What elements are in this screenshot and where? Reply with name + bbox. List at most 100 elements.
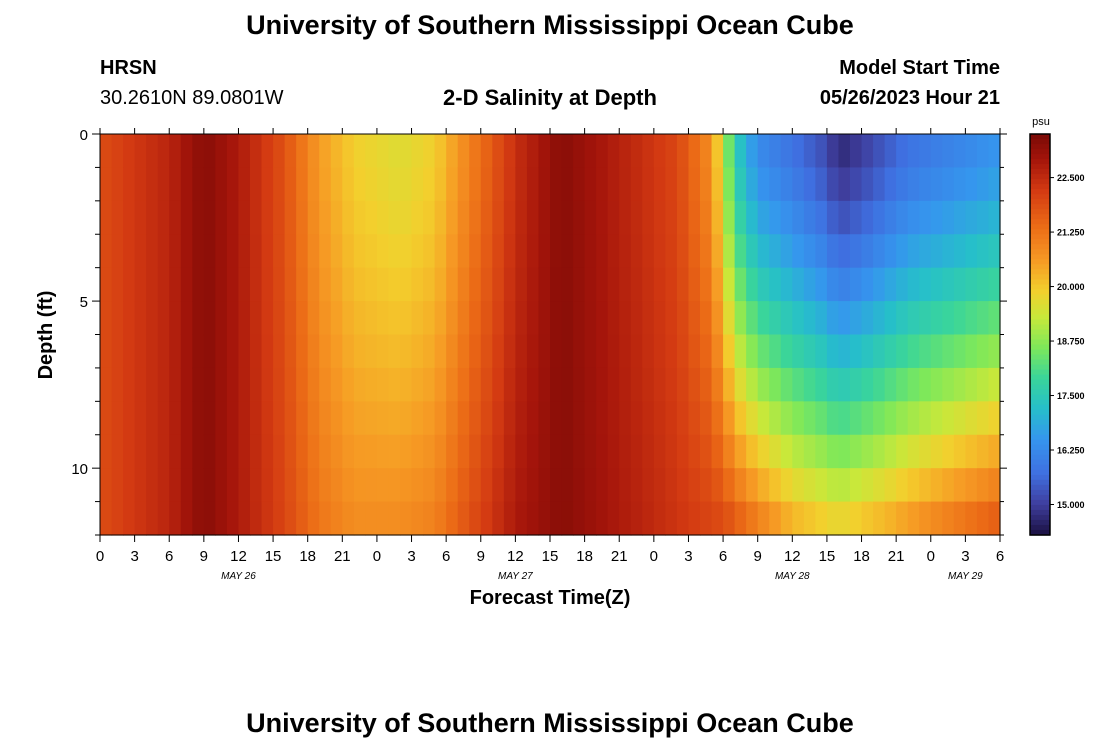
heatmap-cell [803, 267, 816, 302]
heatmap-cell [653, 334, 666, 369]
heatmap-cell [976, 367, 990, 402]
heatmap-cell [365, 234, 378, 269]
x-tick-label: 12 [507, 548, 524, 565]
heatmap-cell [873, 200, 886, 235]
heatmap-cell [134, 301, 147, 336]
heatmap-cell [561, 301, 574, 336]
heatmap-cell [607, 267, 620, 302]
heatmap-cell [226, 234, 240, 269]
heatmap-cell [976, 334, 990, 369]
heatmap-cell [134, 167, 147, 202]
heatmap-cell [769, 234, 782, 269]
heatmap-cell [792, 434, 805, 469]
heatmap-cell [411, 434, 424, 469]
heatmap-cell [896, 301, 909, 336]
heatmap-cell [492, 334, 505, 369]
heatmap-cell [930, 334, 943, 369]
heatmap-cell [711, 200, 724, 235]
heatmap-cell [873, 501, 886, 536]
heatmap-cell [261, 334, 274, 369]
heatmap-cell [503, 134, 516, 169]
heatmap-cell [619, 367, 632, 402]
heatmap-cell [307, 301, 320, 336]
colorbar-swatch [1030, 134, 1050, 140]
heatmap-cell [261, 167, 274, 202]
heatmap-cell [238, 167, 251, 202]
heatmap-cell [411, 167, 424, 202]
heatmap-cell [296, 434, 309, 469]
heatmap-cell [584, 468, 597, 503]
heatmap-cell [400, 367, 413, 402]
heatmap-cell [757, 334, 770, 369]
heatmap-cell [296, 401, 309, 436]
x-tick-label: 9 [200, 548, 208, 565]
heatmap-cell [873, 267, 886, 302]
heatmap-cell [146, 167, 159, 202]
heatmap-cell [803, 401, 816, 436]
heatmap-cell [250, 267, 263, 302]
x-tick-label: 15 [819, 548, 836, 565]
heatmap-cell [480, 167, 493, 202]
heatmap-cell [700, 367, 713, 402]
heatmap-cell [596, 134, 609, 169]
heatmap-cell [284, 468, 297, 503]
heatmap-cell [100, 301, 113, 336]
heatmap-cell [365, 367, 378, 402]
heatmap-cell [861, 267, 874, 302]
y-tick-label: 0 [80, 127, 88, 144]
heatmap-cell [457, 167, 470, 202]
heatmap-cell [296, 134, 309, 169]
heatmap-cell [284, 234, 297, 269]
heatmap-cell [365, 401, 378, 436]
heatmap-cell [469, 200, 482, 235]
heatmap-cell [215, 401, 228, 436]
heatmap-cell [492, 501, 505, 536]
heatmap-cell [215, 434, 228, 469]
heatmap-cell [330, 334, 343, 369]
heatmap-cell [919, 367, 932, 402]
heatmap-cell [134, 401, 147, 436]
heatmap-cell [907, 501, 920, 536]
heatmap-cell [134, 434, 147, 469]
heatmap-cell [215, 267, 228, 302]
heatmap-cell [146, 301, 159, 336]
heatmap-cell [723, 367, 736, 402]
heatmap-cell [561, 267, 574, 302]
heatmap-cell [434, 167, 447, 202]
colorbar-swatch [1030, 389, 1050, 396]
heatmap-cell [803, 367, 816, 402]
heatmap-cell [192, 200, 205, 235]
heatmap-cell [400, 501, 413, 536]
heatmap-cell [180, 434, 193, 469]
heatmap-cell [711, 334, 724, 369]
heatmap-cell [861, 334, 874, 369]
heatmap-cell [734, 501, 747, 536]
heatmap-cell [942, 434, 955, 469]
heatmap-cell [169, 200, 182, 235]
heatmap-cell [319, 468, 332, 503]
heatmap-cell [792, 501, 805, 536]
heatmap-cell [573, 434, 586, 469]
heatmap-cell [296, 468, 309, 503]
heatmap-cell [665, 267, 678, 302]
heatmap-cell [388, 434, 401, 469]
heatmap-cell [919, 334, 932, 369]
heatmap-cell [503, 434, 516, 469]
heatmap-cell [423, 167, 436, 202]
heatmap-cell [388, 501, 401, 536]
heatmap-cell [123, 468, 136, 503]
heatmap-cell [400, 301, 413, 336]
heatmap-cell [711, 367, 724, 402]
heatmap-cell [838, 501, 851, 536]
heatmap-cell [780, 234, 793, 269]
heatmap-cell [769, 134, 782, 169]
heatmap-cell [861, 501, 874, 536]
heatmap-cell [342, 200, 355, 235]
heatmap-cell [342, 434, 355, 469]
heatmap-cell [769, 367, 782, 402]
heatmap-cell [376, 468, 390, 503]
heatmap-cell [353, 434, 366, 469]
heatmap-cell [607, 434, 620, 469]
heatmap-cell [815, 301, 828, 336]
heatmap-cell [376, 167, 390, 202]
